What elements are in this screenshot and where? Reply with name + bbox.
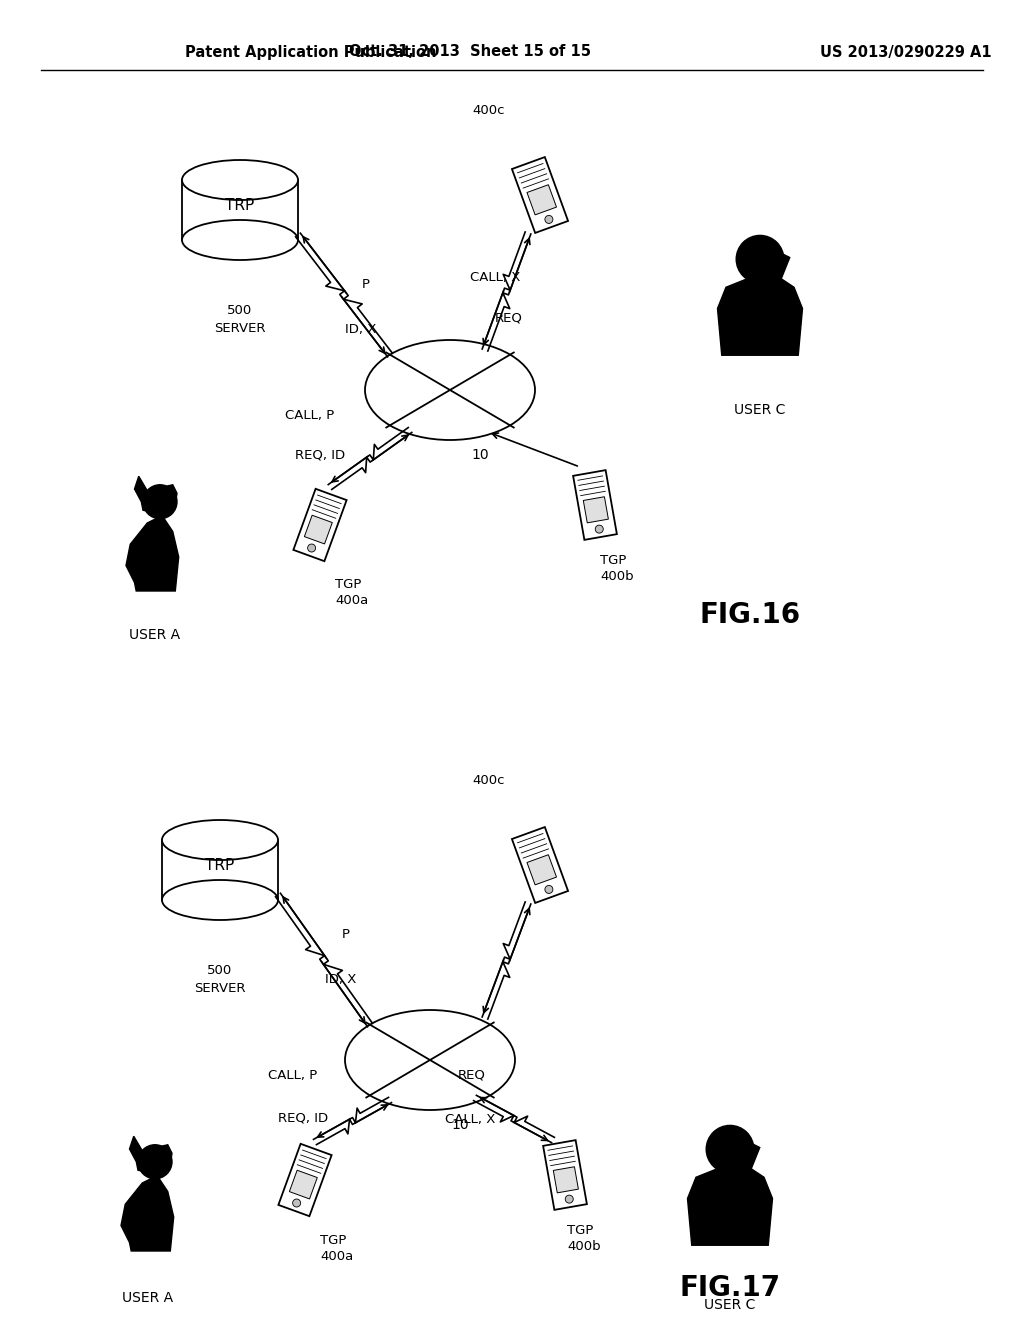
Bar [182, 180, 298, 240]
Text: Oct. 31, 2013  Sheet 15 of 15: Oct. 31, 2013 Sheet 15 of 15 [349, 45, 591, 59]
Text: 400c: 400c [472, 103, 505, 116]
Text: ID, X: ID, X [345, 323, 377, 337]
Ellipse shape [345, 1010, 515, 1110]
Text: TGP: TGP [567, 1224, 593, 1237]
Polygon shape [294, 488, 346, 561]
Text: ID, X: ID, X [325, 974, 356, 986]
Text: 400a: 400a [335, 594, 369, 607]
Polygon shape [718, 253, 803, 355]
Text: REQ: REQ [495, 312, 523, 325]
Polygon shape [573, 470, 616, 540]
Text: Patent Application Publication: Patent Application Publication [185, 45, 436, 59]
Text: SERVER: SERVER [195, 982, 246, 994]
Text: TGP: TGP [319, 1233, 346, 1246]
Text: P: P [362, 279, 370, 292]
Ellipse shape [162, 820, 278, 861]
Text: CALL, X: CALL, X [470, 272, 520, 285]
Polygon shape [290, 1171, 317, 1199]
Text: REQ: REQ [458, 1068, 485, 1081]
Text: USER A: USER A [123, 1291, 173, 1305]
Text: 10: 10 [452, 1118, 469, 1133]
Text: TRP: TRP [225, 198, 255, 213]
Polygon shape [527, 185, 556, 215]
Text: FIG.16: FIG.16 [700, 601, 801, 630]
Circle shape [707, 1126, 754, 1173]
Circle shape [307, 544, 315, 552]
Circle shape [143, 484, 177, 519]
Ellipse shape [365, 341, 535, 440]
Text: 400a: 400a [319, 1250, 353, 1262]
Circle shape [565, 1195, 573, 1203]
Polygon shape [129, 1137, 172, 1175]
Text: FIG.17: FIG.17 [680, 1274, 781, 1302]
Polygon shape [527, 855, 556, 884]
Text: P: P [342, 928, 350, 941]
Text: 500: 500 [227, 304, 253, 317]
Circle shape [595, 525, 603, 533]
Text: 400b: 400b [600, 569, 634, 582]
Text: USER A: USER A [129, 628, 180, 642]
Ellipse shape [162, 880, 278, 920]
Text: US 2013/0290229 A1: US 2013/0290229 A1 [820, 45, 991, 59]
Ellipse shape [182, 160, 298, 201]
Circle shape [545, 886, 553, 894]
Polygon shape [687, 1143, 772, 1245]
Text: CALL, P: CALL, P [285, 408, 334, 421]
Text: USER C: USER C [734, 403, 785, 417]
Polygon shape [543, 1140, 587, 1210]
Polygon shape [134, 477, 177, 515]
Text: 400c: 400c [472, 774, 505, 787]
Circle shape [736, 235, 783, 282]
Circle shape [293, 1199, 301, 1206]
Text: CALL, X: CALL, X [445, 1114, 496, 1126]
Ellipse shape [182, 220, 298, 260]
Polygon shape [126, 519, 179, 591]
Text: SERVER: SERVER [214, 322, 266, 334]
Text: CALL, P: CALL, P [268, 1068, 317, 1081]
Polygon shape [121, 1179, 174, 1251]
Circle shape [138, 1144, 172, 1179]
Text: TGP: TGP [600, 553, 627, 566]
Bar [162, 840, 278, 900]
Polygon shape [512, 828, 568, 903]
Text: 10: 10 [471, 447, 488, 462]
Text: USER C: USER C [705, 1298, 756, 1312]
Text: TGP: TGP [335, 578, 361, 591]
Circle shape [545, 215, 553, 223]
Polygon shape [553, 1167, 579, 1193]
Text: REQ, ID: REQ, ID [295, 449, 345, 462]
Text: 500: 500 [208, 964, 232, 977]
Text: TRP: TRP [206, 858, 234, 873]
Polygon shape [584, 496, 608, 523]
Text: 400b: 400b [567, 1239, 601, 1253]
Text: REQ, ID: REQ, ID [278, 1111, 328, 1125]
Polygon shape [279, 1144, 332, 1216]
Polygon shape [512, 157, 568, 232]
Polygon shape [304, 515, 333, 544]
